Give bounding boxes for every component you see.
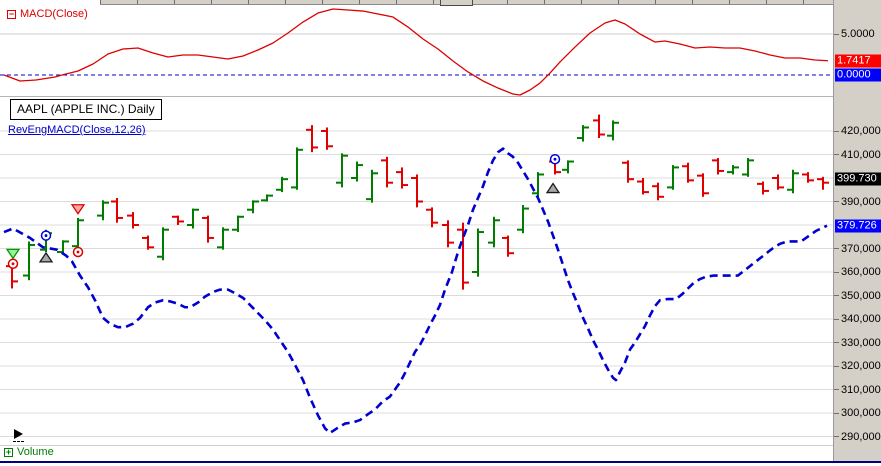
- axis-tick: [834, 201, 839, 202]
- price-axis[interactable]: 5.0000 1.7417 0.0000 420,000 410,000 390,000 3…: [833, 0, 881, 461]
- price-axis-label: 360,000: [841, 266, 881, 278]
- signal-circle-dot: [76, 250, 80, 254]
- axis-tick: [834, 271, 839, 273]
- price-axis-label: 290,000: [841, 430, 881, 443]
- price-axis-label: 350,000: [841, 289, 881, 302]
- scrollbar-thumb[interactable]: [440, 0, 473, 6]
- axis-tick: [834, 436, 839, 437]
- bottom-border: [0, 461, 881, 463]
- expand-icon[interactable]: +: [4, 446, 13, 457]
- axis-tick: [834, 154, 839, 155]
- price-axis-label: 420,000: [841, 125, 881, 137]
- axis-tick: [834, 248, 839, 249]
- volume-text: Volume: [17, 446, 54, 458]
- axis-tick: [834, 295, 839, 296]
- signal-circle-dot: [11, 262, 15, 266]
- axis-tick: [834, 130, 839, 132]
- macd-value-badge: 0.0000: [835, 68, 881, 82]
- price-axis-label: 310,000: [841, 383, 881, 396]
- macd-indicator-text: MACD(Close): [20, 8, 88, 20]
- axis-tick: [834, 389, 839, 390]
- revengmacd-indicator-label[interactable]: RevEngMACD(Close,12,26): [8, 124, 146, 136]
- signal-circle-dot: [44, 234, 48, 237]
- signal-triangle-down-marker: [70, 204, 86, 215]
- axis-tick: [834, 318, 839, 320]
- price-axis-label: 340,000: [841, 313, 881, 325]
- signal-triangle-down-marker: [5, 248, 21, 260]
- price-axis-label: 300,000: [841, 407, 881, 419]
- price-axis-label: 410,000: [841, 148, 881, 161]
- volume-indicator-label[interactable]: + Volume: [4, 446, 54, 458]
- signal-triangle-up-marker: [545, 182, 561, 194]
- macd-line: [3, 8, 829, 96]
- macd-indicator-label[interactable]: − MACD(Close): [7, 8, 88, 20]
- revengmacd-line: [3, 147, 828, 435]
- black-arrow-dashes: [13, 441, 24, 442]
- symbol-title: AAPL (APPLE INC.) Daily: [10, 99, 162, 120]
- price-value-badge: 399.730: [835, 172, 881, 186]
- macd-value-badge: 1.7417: [835, 54, 881, 68]
- price-axis-label: 320,000: [841, 360, 881, 372]
- price-axis-label: 390,000: [841, 195, 881, 208]
- price-axis-label: 330,000: [841, 336, 881, 349]
- axis-tick: [834, 342, 839, 343]
- black-arrow-icon: [14, 429, 23, 439]
- macd-axis-label: 5.0000: [841, 28, 875, 40]
- axis-tick: [834, 365, 839, 367]
- signal-triangle-up-marker: [38, 251, 54, 263]
- axis-tick: [834, 412, 839, 414]
- signal-circle-dot: [553, 157, 557, 161]
- price-value-badge: 379.726: [835, 219, 881, 233]
- axis-tick: [834, 33, 839, 35]
- collapse-icon[interactable]: −: [7, 8, 16, 19]
- price-axis-label: 370,000: [841, 242, 881, 255]
